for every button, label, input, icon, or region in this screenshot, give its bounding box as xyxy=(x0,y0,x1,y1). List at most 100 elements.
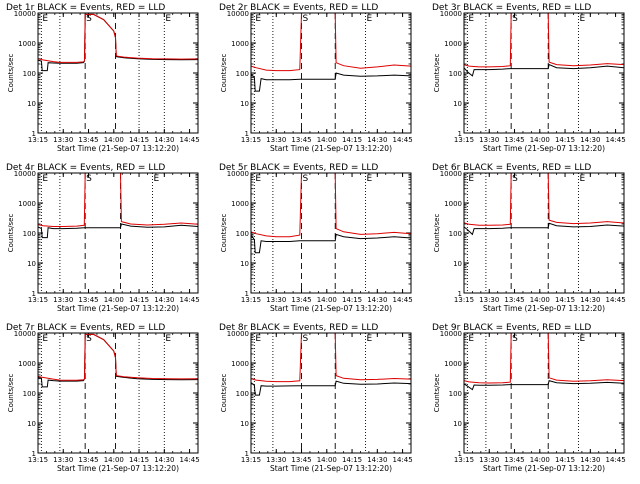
x-tick-label: 13:15 xyxy=(241,456,261,464)
chart-title: Det 5r BLACK = Events, RED = LLD xyxy=(219,163,378,173)
y-tick-label: 1000 xyxy=(444,200,462,208)
marker-label: S xyxy=(512,174,518,184)
x-tick-label: 14:15 xyxy=(342,296,362,304)
y-tick-label: 10000 xyxy=(227,170,249,178)
marker-label: S xyxy=(86,334,92,344)
x-tick-label: 14:00 xyxy=(317,136,337,144)
y-tick-label: 10000 xyxy=(227,330,249,338)
x-tick-label: 14:15 xyxy=(129,296,149,304)
x-tick-label: 14:30 xyxy=(367,456,387,464)
y-axis-label: Counts/sec xyxy=(433,54,441,93)
x-tick-label: 13:15 xyxy=(454,456,474,464)
x-axis-label: Start Time (21-Sep-07 13:12:20) xyxy=(483,304,605,313)
marker-label: E xyxy=(42,334,48,344)
y-tick-label: 10 xyxy=(453,100,462,108)
marker-label: E xyxy=(165,14,171,24)
y-tick-label: 1 xyxy=(32,130,36,138)
chart-title: Det 2r BLACK = Events, RED = LLD xyxy=(219,3,378,13)
plot-frame xyxy=(37,172,199,294)
x-tick-label: 14:00 xyxy=(530,456,550,464)
x-axis-label: Start Time (21-Sep-07 13:12:20) xyxy=(270,464,392,473)
x-axis-label: Start Time (21-Sep-07 13:12:20) xyxy=(57,144,179,153)
y-axis-label: Counts/sec xyxy=(7,214,15,253)
marker-label: E xyxy=(255,334,261,344)
x-tick-label: 14:15 xyxy=(342,136,362,144)
x-tick-label: 13:15 xyxy=(241,296,261,304)
chart-panel-det-7r: Det 7r BLACK = Events, RED = LLD Counts/s… xyxy=(0,320,213,480)
y-tick-label: 10000 xyxy=(227,10,249,18)
x-axis-label: Start Time (21-Sep-07 13:12:20) xyxy=(57,464,179,473)
x-axis-label: Start Time (21-Sep-07 13:12:20) xyxy=(270,304,392,313)
x-tick-label: 14:30 xyxy=(154,456,174,464)
y-tick-label: 1 xyxy=(458,130,462,138)
y-tick-label: 100 xyxy=(449,70,462,78)
x-tick-label: 14:30 xyxy=(367,296,387,304)
x-tick-label: 14:45 xyxy=(392,296,412,304)
marker-label: E xyxy=(367,14,373,24)
x-tick-label: 14:15 xyxy=(555,296,575,304)
chart-panel-det-6r: Det 6r BLACK = Events, RED = LLD Counts/s… xyxy=(426,160,639,320)
y-tick-label: 100 xyxy=(236,230,249,238)
y-tick-label: 1 xyxy=(32,450,36,458)
series-line-events xyxy=(463,379,625,391)
marker-label: E xyxy=(468,174,474,184)
y-tick-label: 100 xyxy=(23,390,36,398)
x-axis-label: Start Time (21-Sep-07 13:12:20) xyxy=(483,464,605,473)
marker-label: E xyxy=(255,174,261,184)
marker-label: E xyxy=(367,334,373,344)
y-tick-label: 1000 xyxy=(18,40,36,48)
chart-panel-det-8r: Det 8r BLACK = Events, RED = LLD Counts/s… xyxy=(213,320,426,480)
x-tick-label: 14:45 xyxy=(179,456,199,464)
series-line-lld xyxy=(463,172,625,226)
x-tick-label: 13:45 xyxy=(78,296,98,304)
y-tick-label: 100 xyxy=(23,230,36,238)
y-axis-label: Counts/sec xyxy=(220,374,228,413)
chart-det-8r: Det 8r BLACK = Events, RED = LLD Counts/s… xyxy=(219,323,413,473)
series-line-lld xyxy=(37,333,199,381)
y-tick-label: 10000 xyxy=(14,170,36,178)
x-tick-label: 14:30 xyxy=(580,136,600,144)
x-tick-label: 13:15 xyxy=(454,296,474,304)
marker-label: E xyxy=(165,334,171,344)
y-tick-label: 1000 xyxy=(444,360,462,368)
x-tick-label: 14:15 xyxy=(129,456,149,464)
y-axis-label: Counts/sec xyxy=(7,374,15,413)
series-line-lld xyxy=(250,172,412,238)
y-tick-label: 100 xyxy=(449,230,462,238)
marker-label: S xyxy=(86,174,92,184)
chart-title: Det 3r BLACK = Events, RED = LLD xyxy=(432,3,591,13)
y-tick-label: 1 xyxy=(245,450,249,458)
marker-label: S xyxy=(303,334,309,344)
x-tick-label: 14:00 xyxy=(530,136,550,144)
series-line-events xyxy=(250,380,412,396)
x-tick-label: 14:30 xyxy=(580,456,600,464)
chart-det-9r: Det 9r BLACK = Events, RED = LLD Counts/s… xyxy=(432,323,626,473)
chart-title: Det 8r BLACK = Events, RED = LLD xyxy=(219,323,378,333)
y-tick-label: 1 xyxy=(245,130,249,138)
x-tick-label: 14:45 xyxy=(605,136,625,144)
x-tick-label: 14:30 xyxy=(154,136,174,144)
y-tick-label: 10 xyxy=(240,100,249,108)
y-tick-label: 10 xyxy=(240,260,249,268)
x-tick-label: 13:45 xyxy=(291,136,311,144)
y-tick-label: 10000 xyxy=(440,170,462,178)
y-tick-label: 100 xyxy=(449,390,462,398)
chart-title: Det 4r BLACK = Events, RED = LLD xyxy=(6,163,165,173)
plot-frame xyxy=(250,12,412,134)
x-tick-label: 14:45 xyxy=(605,296,625,304)
y-tick-label: 10 xyxy=(27,260,36,268)
x-axis-label: Start Time (21-Sep-07 13:12:20) xyxy=(270,144,392,153)
y-axis-label: Counts/sec xyxy=(7,54,15,93)
marker-label: S xyxy=(86,14,92,24)
y-tick-label: 100 xyxy=(23,70,36,78)
x-tick-label: 13:45 xyxy=(78,456,98,464)
x-tick-label: 14:45 xyxy=(392,136,412,144)
plot-frame xyxy=(250,332,412,454)
marker-label: E xyxy=(367,174,373,184)
y-axis-label: Counts/sec xyxy=(220,214,228,253)
marker-label: S xyxy=(512,334,518,344)
x-tick-label: 14:00 xyxy=(104,296,124,304)
series-line-lld xyxy=(463,12,625,68)
chart-det-5r: Det 5r BLACK = Events, RED = LLD Counts/s… xyxy=(219,163,413,313)
marker-label: E xyxy=(42,14,48,24)
